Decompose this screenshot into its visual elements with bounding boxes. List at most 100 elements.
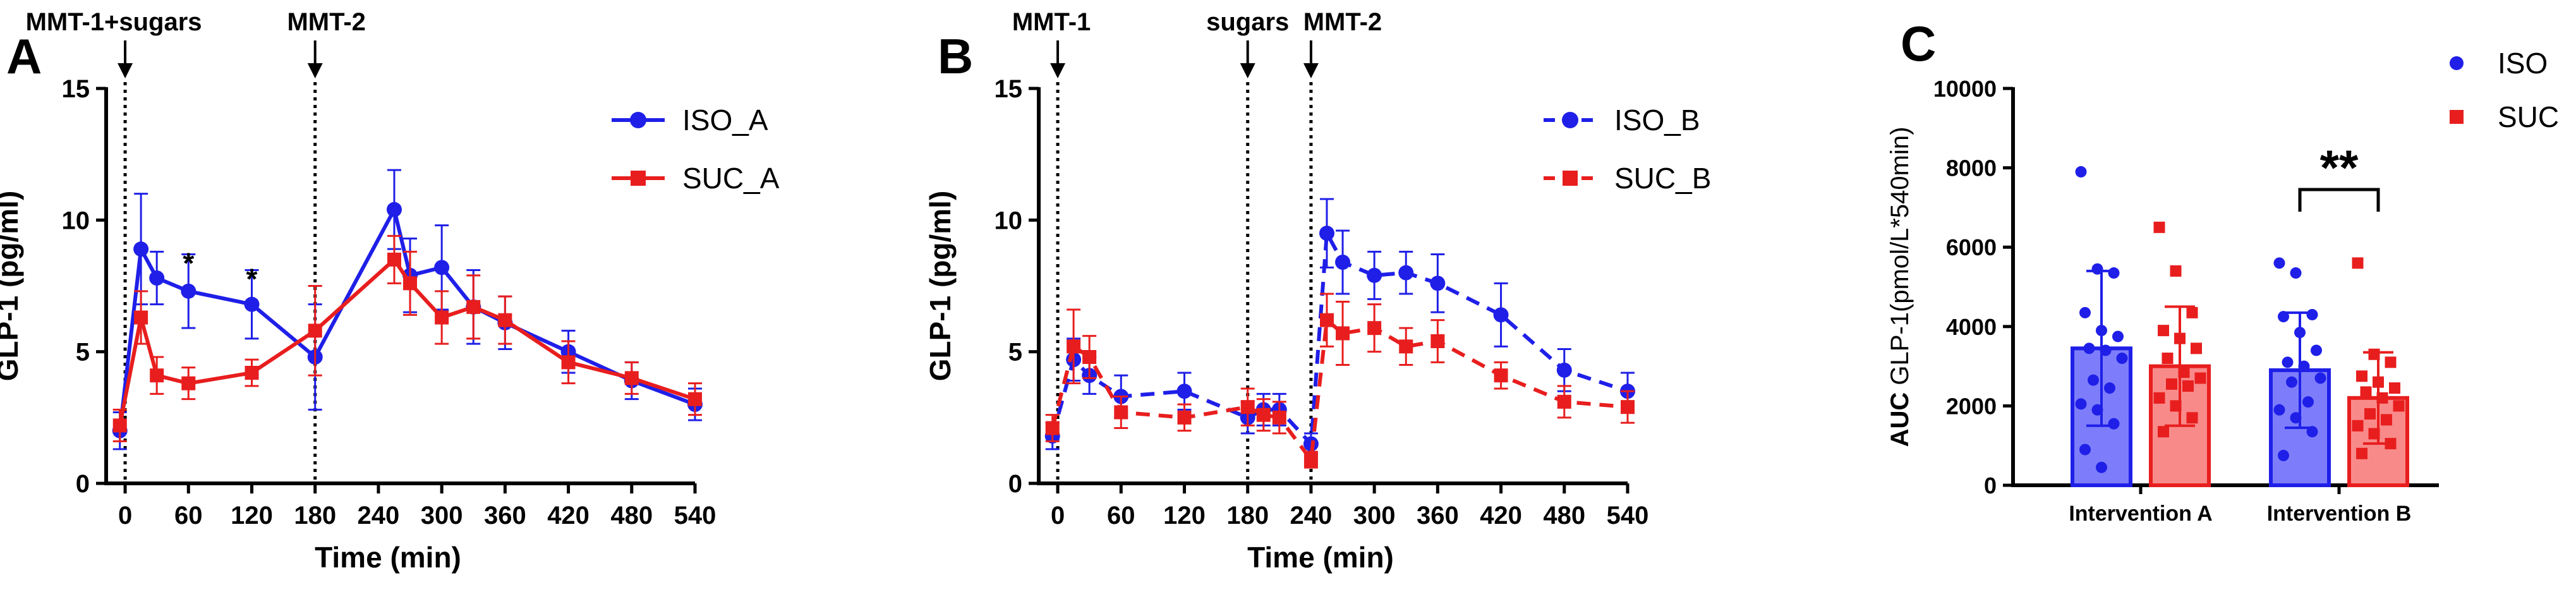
legend-marker bbox=[1563, 171, 1578, 186]
data-point bbox=[1319, 313, 1334, 327]
data-point bbox=[244, 296, 260, 312]
panel-a: A 0 5 10 15 0 60 120 180 240 300 360 420 480 540 Time (… bbox=[0, 8, 780, 574]
data-point bbox=[1367, 321, 1382, 336]
individual-point bbox=[2290, 267, 2302, 279]
series-suc-a bbox=[112, 234, 702, 442]
individual-point bbox=[2352, 420, 2364, 432]
legend-marker bbox=[631, 171, 646, 186]
series-suc-b bbox=[1045, 293, 1635, 469]
individual-point bbox=[2356, 447, 2367, 459]
individual-point bbox=[2294, 327, 2306, 339]
x-tick-label: 420 bbox=[1480, 502, 1522, 529]
individual-point bbox=[2170, 265, 2182, 277]
data-point bbox=[1176, 384, 1192, 399]
data-point bbox=[134, 310, 148, 325]
significance-star: * bbox=[183, 247, 194, 280]
y-axis-label: GLP-1 (pg/ml) bbox=[924, 191, 957, 382]
x-tick-label: 480 bbox=[610, 502, 653, 529]
individual-point bbox=[2083, 342, 2095, 354]
panel-b: B 0 5 10 15 0 60 120 180 240 300 360 420 480 540 Time (… bbox=[924, 8, 1711, 574]
x-axis-label: Time (min) bbox=[315, 541, 461, 574]
individual-point bbox=[2373, 376, 2384, 388]
y-tick-label: 8000 bbox=[1946, 155, 1997, 181]
data-point bbox=[1430, 275, 1446, 291]
individual-point bbox=[2186, 412, 2198, 424]
individual-point bbox=[2385, 438, 2397, 450]
legend-label: SUC_A bbox=[682, 162, 780, 195]
event-arrow-head bbox=[1303, 63, 1319, 78]
individual-point bbox=[2352, 257, 2364, 269]
individual-point bbox=[2088, 374, 2099, 386]
event-label: MMT-2 bbox=[287, 8, 365, 36]
legend-label: SUC bbox=[2498, 100, 2559, 133]
individual-point bbox=[2166, 378, 2177, 390]
legend-marker bbox=[2450, 56, 2464, 70]
individual-point bbox=[2381, 414, 2392, 426]
y-tick-label: 10000 bbox=[1933, 76, 1997, 102]
individual-point bbox=[2298, 360, 2310, 372]
individual-point bbox=[2278, 311, 2289, 323]
data-point bbox=[245, 366, 259, 380]
individual-point bbox=[2108, 267, 2120, 279]
data-point bbox=[308, 324, 322, 338]
data-point bbox=[435, 310, 449, 325]
data-point bbox=[1430, 334, 1445, 348]
x-tick-label: 120 bbox=[1163, 502, 1206, 529]
individual-point bbox=[2278, 449, 2289, 461]
data-point bbox=[1082, 350, 1097, 364]
individual-point bbox=[2079, 444, 2091, 456]
x-tick-label: 420 bbox=[547, 502, 590, 529]
significance-stars: ** bbox=[2320, 140, 2359, 195]
individual-point bbox=[2158, 426, 2169, 438]
event-arrow-head bbox=[118, 63, 133, 78]
panel-label: A bbox=[6, 28, 42, 84]
individual-point bbox=[2186, 306, 2198, 318]
individual-point bbox=[2290, 412, 2302, 424]
individual-point bbox=[2153, 221, 2165, 233]
legend-label: ISO bbox=[2498, 47, 2548, 80]
data-point bbox=[434, 260, 450, 275]
data-point bbox=[1177, 410, 1192, 425]
significance-bracket bbox=[2298, 188, 2380, 212]
x-tick-label: 60 bbox=[174, 502, 203, 529]
x-tick-label: 180 bbox=[1226, 502, 1269, 529]
individual-point bbox=[2273, 257, 2285, 269]
x-tick-label: 540 bbox=[1607, 502, 1649, 529]
y-tick-label: 15 bbox=[62, 75, 90, 103]
individual-point bbox=[2306, 426, 2318, 438]
individual-point bbox=[2368, 348, 2380, 360]
data-point bbox=[387, 252, 401, 267]
data-point bbox=[150, 368, 164, 383]
data-point bbox=[181, 376, 196, 390]
data-point bbox=[1556, 362, 1572, 378]
y-axis-label-rest: GLP-1(pmol/L*540min) bbox=[1886, 127, 1914, 392]
y-tick-label: 15 bbox=[995, 75, 1023, 103]
event-arrow-head bbox=[307, 63, 323, 78]
x-tick-label: 60 bbox=[1107, 502, 1135, 529]
event-label: sugars bbox=[1206, 8, 1289, 36]
x-tick-label: 360 bbox=[484, 502, 526, 529]
data-point bbox=[1493, 307, 1509, 323]
individual-point bbox=[2368, 428, 2380, 440]
data-point bbox=[1367, 267, 1382, 283]
x-tick-label: 0 bbox=[118, 502, 132, 529]
panel-label: B bbox=[938, 28, 973, 84]
individual-point bbox=[2075, 398, 2087, 410]
data-point bbox=[624, 371, 639, 385]
individual-point bbox=[2096, 461, 2107, 473]
y-tick-label: 0 bbox=[1984, 473, 1997, 499]
data-point bbox=[149, 270, 165, 286]
individual-point bbox=[2104, 382, 2115, 394]
individual-point bbox=[2393, 400, 2405, 412]
data-point bbox=[403, 276, 418, 291]
x-tick-label: 360 bbox=[1417, 502, 1459, 529]
x-tick-label: 240 bbox=[1290, 502, 1333, 529]
data-point bbox=[112, 418, 127, 433]
y-tick-label: 0 bbox=[1008, 470, 1022, 498]
event-arrow-head bbox=[1050, 63, 1066, 78]
individual-point bbox=[2273, 404, 2285, 416]
x-tick-label: 0 bbox=[1051, 502, 1065, 529]
individual-point bbox=[2302, 396, 2314, 408]
x-tick-label: 240 bbox=[358, 502, 400, 529]
x-category-label: Intervention A bbox=[2069, 502, 2212, 526]
